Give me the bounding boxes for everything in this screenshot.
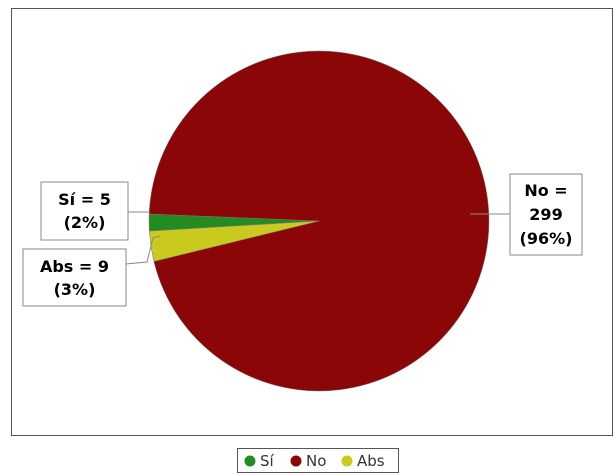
label-no-line3: (96%) xyxy=(520,229,573,248)
legend-label-no: No xyxy=(306,452,326,470)
label-si-line1: Sí = 5 xyxy=(58,190,111,209)
label-box-abs xyxy=(22,248,127,307)
label-box-si xyxy=(40,181,129,241)
label-abs-line2: (3%) xyxy=(54,280,96,299)
legend-swatch-no xyxy=(290,455,302,467)
legend: Sí No Abs xyxy=(237,448,399,473)
label-abs: Abs = 9 (3%) xyxy=(22,248,127,307)
leader-line-abs xyxy=(125,235,161,265)
legend-label-abs: Abs xyxy=(357,452,385,470)
label-box-no xyxy=(509,173,583,256)
label-si: Sí = 5 (2%) xyxy=(40,181,129,241)
label-abs-line1: Abs = 9 xyxy=(40,257,109,276)
pie-slice-no[interactable] xyxy=(148,50,490,392)
label-no: No = 299 (96%) xyxy=(509,173,583,256)
legend-label-si: Sí xyxy=(260,452,275,470)
pie-slices xyxy=(148,50,490,392)
legend-box xyxy=(237,448,399,473)
label-no-line1: No = xyxy=(524,181,567,200)
legend-swatch-abs xyxy=(341,455,353,467)
label-si-line2: (2%) xyxy=(64,213,106,232)
label-no-line2: 299 xyxy=(529,205,562,224)
legend-swatch-si xyxy=(244,455,256,467)
